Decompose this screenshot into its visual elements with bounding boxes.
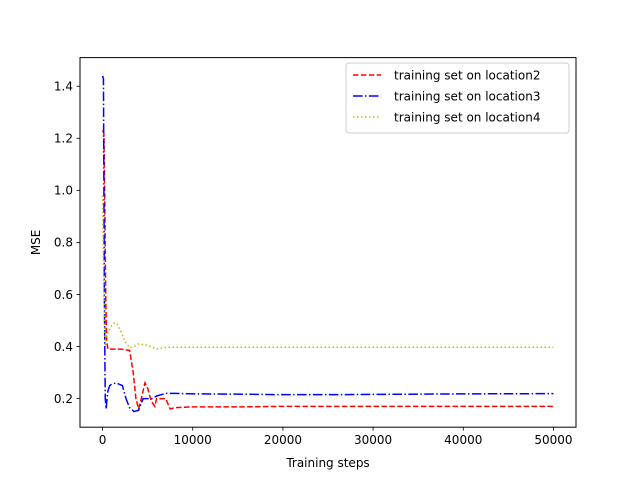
plot-lines [101,75,554,413]
y-axis-label: MSE [29,230,43,256]
y-tick-label: 0.2 [54,392,73,406]
x-axis-label: Training steps [285,456,369,470]
y-axis: 0.2 0.4 0.6 0.8 1.0 1.2 1.4 [54,80,80,406]
legend: training set on location2 training set on… [345,62,570,134]
series-line-3 [101,195,554,350]
x-tick-label: 10000 [174,433,212,447]
x-tick-label: 0 [99,433,107,447]
y-tick-label: 1.2 [54,132,73,146]
legend-label-2: training set on location3 [394,89,540,103]
x-tick-label: 30000 [354,433,392,447]
series-line-2 [101,75,554,413]
x-tick-label: 40000 [444,433,482,447]
y-tick-label: 0.6 [54,288,73,302]
x-tick-label: 50000 [534,433,572,447]
legend-box [345,62,570,134]
y-tick-label: 1.4 [54,80,73,94]
x-tick-label: 20000 [264,433,302,447]
legend-label-3: training set on location4 [394,110,540,124]
series-line-1 [101,130,554,412]
y-tick-label: 0.8 [54,236,73,250]
x-axis: 0 10000 20000 30000 40000 50000 [99,427,573,447]
legend-label-1: training set on location2 [394,68,540,82]
y-tick-label: 1.0 [54,184,73,198]
y-tick-label: 0.4 [54,340,73,354]
